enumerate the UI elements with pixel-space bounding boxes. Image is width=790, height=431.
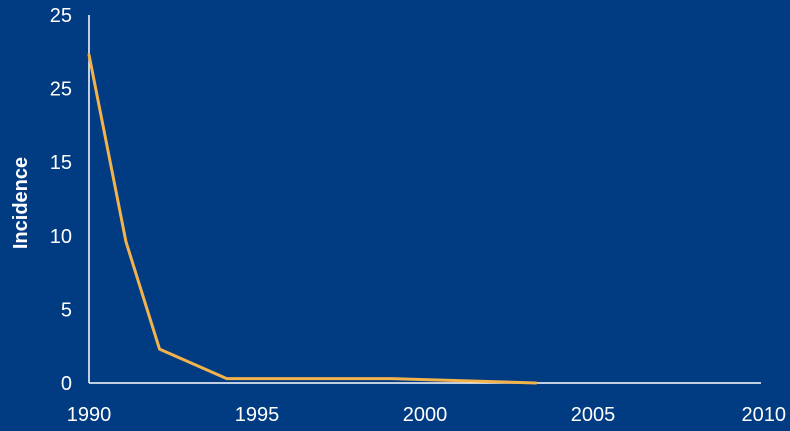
x-tick-label: 2005 [571,404,616,426]
series-group [87,53,538,385]
x-tick-label: 2000 [403,404,448,426]
y-axis-title: Incidence [10,157,32,249]
y-tick-label: 10 [50,226,72,248]
y-axis-ticks: 0 5 10 15 25 25 [50,5,72,395]
x-tick-label: 2010 [742,404,787,426]
incidence-series-line [87,53,538,385]
y-tick-label: 15 [50,152,72,174]
x-tick-label: 1990 [67,404,112,426]
y-tick-label: 25 [50,79,72,101]
y-tick-label: 25 [50,5,72,27]
y-tick-label: 0 [61,373,72,395]
x-tick-label: 1995 [235,404,280,426]
x-axis-ticks: 1990 1995 2000 2005 2010 [67,404,786,426]
y-tick-label: 5 [61,299,72,321]
